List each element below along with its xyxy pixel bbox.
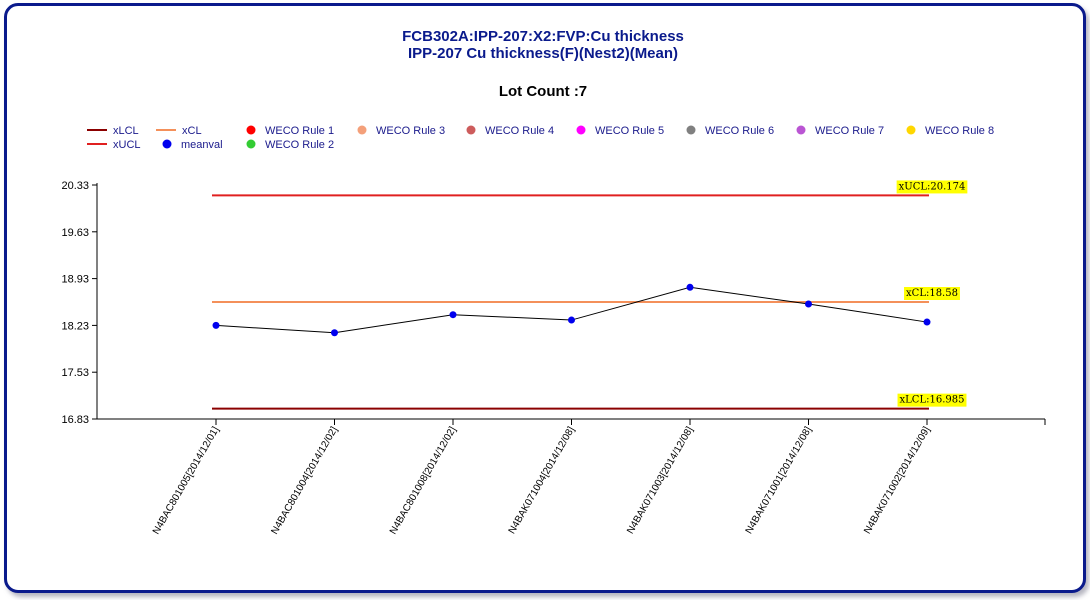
limit-xcl: xCL:18.58	[212, 287, 960, 303]
legend-label: xCL	[182, 125, 202, 137]
legend: xLCL xCL WECO Rule 1 WECO Rule 3 WECO Rule 4…	[87, 125, 994, 151]
legend-item-weco-rule-7: WECO Rule 7	[796, 125, 884, 137]
chart-title: FCB302A:IPP-207:X2:FVP:Cu thickness	[402, 28, 684, 45]
legend-label: meanval	[181, 139, 223, 151]
series-meanval	[212, 283, 931, 337]
legend-label: WECO Rule 2	[265, 139, 334, 151]
legend-swatch	[576, 125, 586, 135]
lot-count-label: Lot Count :7	[499, 83, 587, 100]
legend-label: WECO Rule 1	[265, 125, 334, 137]
legend-item-weco-rule-3: WECO Rule 3	[357, 125, 445, 137]
legend-item-weco-rule-8: WECO Rule 8	[906, 125, 994, 137]
legend-item-xucl: xUCL	[87, 139, 141, 151]
x-tick-label: N4BAK071002[2014/12/09]	[862, 425, 933, 536]
legend-swatch	[162, 139, 172, 149]
chart-subtitle: IPP-207 Cu thickness(F)(Nest2)(Mean)	[408, 45, 678, 62]
y-tick-label: 16.83	[61, 414, 89, 426]
legend-label: WECO Rule 4	[485, 125, 554, 137]
legend-swatch	[246, 125, 256, 135]
data-point	[449, 311, 457, 319]
y-tick-label: 17.53	[61, 367, 89, 379]
legend-label: WECO Rule 3	[376, 125, 445, 137]
legend-item-weco-rule-5: WECO Rule 5	[576, 125, 664, 137]
y-tick-label: 19.63	[61, 227, 89, 239]
legend-label: WECO Rule 5	[595, 125, 664, 137]
legend-label: xUCL	[113, 139, 141, 151]
axes: 20.33 19.63 18.93 18.23 17.53 16.83 N4BAC80100…	[61, 180, 1046, 537]
legend-item-xcl: xCL	[156, 125, 202, 137]
limit-label: xLCL:16.985	[900, 395, 965, 406]
data-point	[331, 329, 338, 337]
legend-swatch	[796, 125, 806, 135]
limit-label-box	[896, 180, 968, 194]
y-tick-label: 18.93	[61, 274, 89, 286]
data-point	[923, 318, 931, 326]
x-tick-label: N4BAK071001[2014/12/08]	[744, 425, 815, 536]
y-tick-label: 18.23	[61, 320, 89, 332]
data-point	[686, 283, 694, 291]
legend-label: WECO Rule 7	[815, 125, 884, 137]
data-point	[805, 300, 812, 308]
legend-swatch	[466, 125, 476, 135]
y-tick-label: 20.33	[61, 180, 89, 192]
x-tick-label: N4BAC801008[2014/12/02]	[388, 425, 459, 537]
limit-xlcl: xLCL:16.985	[212, 393, 967, 410]
limit-label: xUCL:20.174	[899, 181, 966, 192]
legend-label: WECO Rule 6	[705, 125, 774, 137]
legend-item-weco-rule-1: WECO Rule 1	[246, 125, 334, 137]
series-line	[215, 286, 928, 334]
legend-swatch	[246, 139, 256, 149]
limit-label-box	[897, 393, 967, 407]
x-tick-label: N4BAC801004[2014/12/02]	[269, 425, 340, 537]
legend-item-weco-rule-2: WECO Rule 2	[246, 139, 334, 151]
legend-swatch	[906, 125, 916, 135]
legend-item-meanval: meanval	[162, 139, 223, 151]
legend-item-weco-rule-6: WECO Rule 6	[686, 125, 774, 137]
limit-label-box	[904, 287, 960, 300]
legend-swatch	[357, 125, 367, 135]
legend-swatch	[686, 125, 696, 135]
legend-item-xlcl: xLCL	[87, 125, 139, 137]
data-point	[212, 321, 220, 329]
legend-item-weco-rule-4: WECO Rule 4	[466, 125, 554, 137]
x-tick-label: N4BAK071003[2014/12/08]	[625, 425, 696, 536]
limit-xucl: xUCL:20.174	[212, 180, 968, 197]
data-point	[568, 316, 575, 324]
legend-label: xLCL	[113, 125, 139, 137]
x-tick-label: N4BAK071004[2014/12/08]	[507, 425, 578, 536]
control-limits: xUCL:20.174 xCL:18.58 xLCL:16.985	[212, 180, 968, 410]
limit-label: xCL:18.58	[906, 288, 958, 299]
legend-label: WECO Rule 8	[925, 125, 994, 137]
x-tick-label: N4BAC801005[2014/12/01]	[151, 425, 222, 537]
